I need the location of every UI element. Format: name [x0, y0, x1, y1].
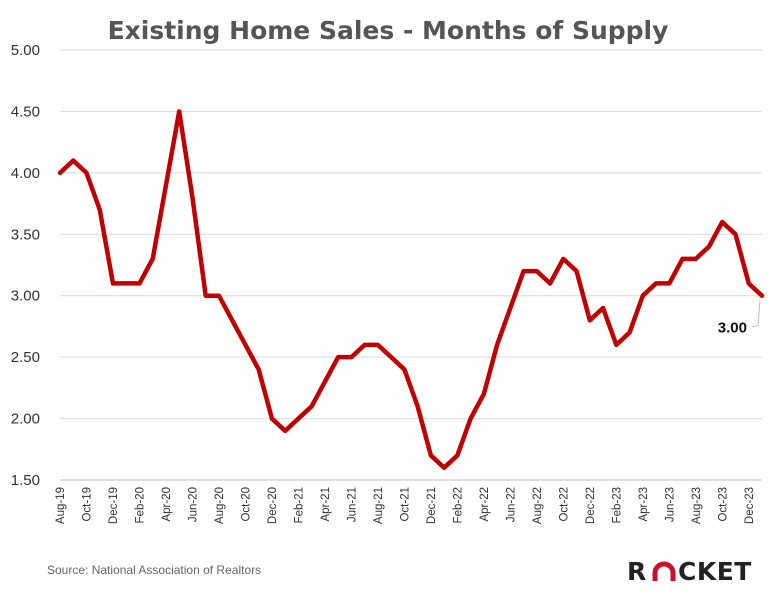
x-tick-label: Aug-20 [214, 487, 226, 524]
x-tick-label: Oct-22 [558, 487, 570, 522]
logo-letters-cket: CKET [678, 557, 752, 586]
annotations: 3.00 [718, 299, 761, 337]
x-tick-label: Aug-21 [373, 487, 385, 524]
x-tick-label: Apr-22 [479, 487, 491, 522]
rocket-logo: R CKET [627, 557, 752, 586]
logo-letter-r: R [627, 557, 647, 586]
x-tick-label: Dec-23 [744, 487, 756, 524]
y-tick-label: 4.00 [11, 165, 40, 182]
x-tick-label: Oct-20 [240, 487, 252, 522]
gridlines [60, 49, 762, 481]
x-tick-label: Aug-22 [532, 487, 544, 524]
x-tick-label: Jun-23 [664, 487, 676, 522]
y-tick-label: 2.50 [11, 349, 40, 366]
x-tick-label: Feb-20 [134, 487, 146, 523]
x-tick-label: Jun-21 [346, 487, 358, 522]
x-tick-label: Oct-19 [81, 487, 93, 522]
x-axis-ticks: Aug-19 Oct-19 Dec-19 Feb-20 Apr-20 Jun-20 Aug-… [55, 487, 756, 524]
x-tick-label: Apr-20 [161, 487, 173, 522]
data-label: 3.00 [718, 320, 747, 337]
x-tick-label: Oct-23 [717, 487, 729, 522]
annotation-leader [751, 299, 761, 328]
x-tick-label: Jun-20 [187, 487, 199, 522]
source-note: Source: National Association of Realtors [47, 563, 261, 577]
x-tick-label: Jun-22 [505, 487, 517, 522]
x-tick-label: Aug-19 [55, 487, 67, 524]
y-tick-label: 2.00 [11, 411, 40, 428]
y-axis-ticks: 1.50 2.00 2.50 3.00 3.50 4.00 4.50 5.00 [11, 42, 40, 489]
x-tick-label: Dec-19 [108, 487, 120, 524]
y-tick-label: 1.50 [11, 472, 40, 489]
series-line [57, 109, 765, 470]
logo-o-arc [652, 561, 676, 581]
x-tick-label: Dec-21 [426, 487, 438, 524]
x-tick-label: Dec-22 [585, 487, 597, 524]
x-tick-label: Aug-23 [691, 487, 703, 524]
y-tick-label: 3.50 [11, 226, 40, 243]
x-tick-label: Feb-22 [452, 487, 464, 523]
x-tick-label: Apr-23 [638, 487, 650, 522]
x-tick-label: Dec-20 [267, 487, 279, 524]
x-tick-label: Feb-23 [611, 487, 623, 523]
x-tick-label: Feb-21 [293, 487, 305, 523]
y-tick-label: 4.50 [11, 103, 40, 120]
x-tick-label: Oct-21 [399, 487, 411, 522]
plot-area [57, 109, 765, 470]
y-tick-label: 3.00 [11, 288, 40, 305]
chart-title: Existing Home Sales - Months of Supply [108, 16, 669, 45]
x-tick-label: Apr-21 [320, 487, 332, 522]
y-tick-label: 5.00 [11, 42, 40, 59]
